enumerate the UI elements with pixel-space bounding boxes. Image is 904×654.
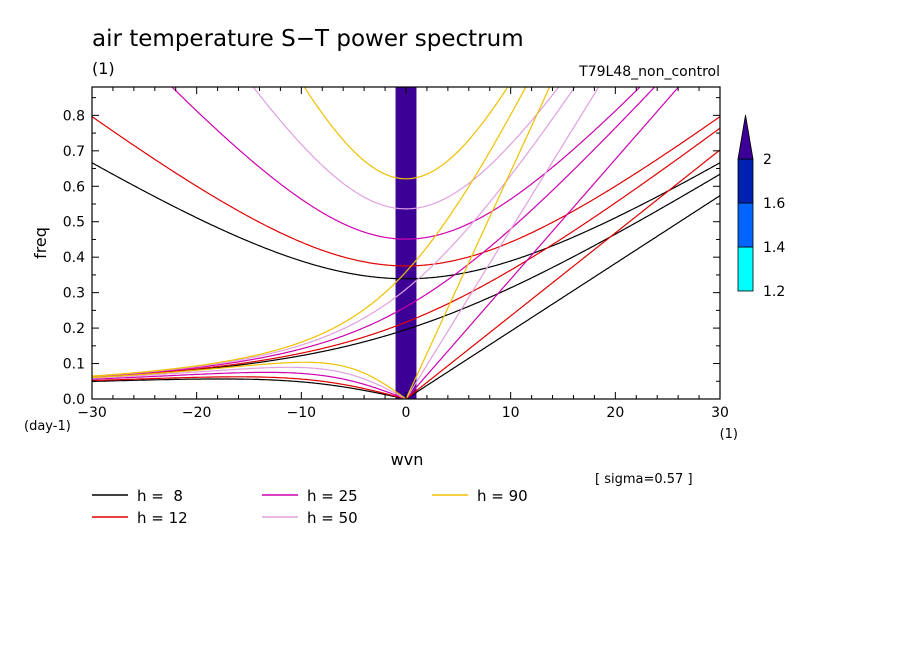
series-1-ig-curve — [92, 116, 720, 267]
chart-title: air temperature S−T power spectrum — [92, 26, 524, 52]
series-0-ig-curve — [92, 162, 720, 280]
units-label: (1) — [92, 59, 115, 78]
series-1-kelvin-curve — [405, 149, 720, 399]
series-3-er-curve — [92, 366, 408, 399]
colorbar: 1.2 1.4 1.6 2 — [737, 114, 785, 300]
plot-area: −30 −20 −10 0 10 20 30 0.0 0.1 0.2 0.3 0.4 0.5 0.6 0.7… — [63, 86, 729, 421]
x-tick-label: −20 — [182, 405, 212, 421]
series-1-mrg-curve — [92, 127, 720, 378]
series-4-kelvin-curve — [405, 87, 551, 399]
series-4-er-curve — [92, 361, 407, 399]
colorbar-segment — [737, 246, 754, 292]
y-axis-label: freq — [31, 227, 50, 259]
y-tick-label: 0.1 — [63, 357, 85, 373]
series-3-mrg-curve — [92, 87, 576, 377]
x-tick-label: 0 — [402, 405, 411, 421]
colorbar-level-label: 1.4 — [763, 240, 785, 256]
y-tick-label: 0.0 — [63, 392, 85, 408]
shaded-band — [395, 87, 417, 399]
x-tick-label: −30 — [77, 405, 107, 421]
series-3-kelvin-curve — [405, 87, 600, 399]
x-tick-label: −10 — [287, 405, 317, 421]
series-2-kelvin-curve — [405, 87, 680, 399]
colorbar-segment — [737, 158, 754, 204]
x-axis-label: wvn — [391, 450, 424, 469]
series-0-er-curve — [92, 378, 409, 399]
run-name-label: T79L48_non_control — [578, 64, 720, 80]
dispersion-curves — [92, 87, 720, 399]
y-tick-label: 0.8 — [63, 108, 85, 124]
x-tick-label: 30 — [711, 405, 729, 421]
series-2-er-curve — [92, 371, 408, 399]
colorbar-arrow — [737, 114, 754, 160]
legend-label: h = 50 — [307, 509, 358, 527]
legend-label: h = 25 — [307, 487, 358, 505]
y-tick-label: 0.2 — [63, 321, 85, 337]
y-tick-label: 0.5 — [63, 215, 85, 231]
series-1-er-curve — [92, 376, 409, 399]
legend-label: h = 8 — [137, 487, 183, 505]
colorbar-level-label: 1.2 — [763, 284, 785, 300]
sigma-note: [ sigma=0.57 ] — [595, 472, 693, 487]
legend-label: h = 90 — [477, 487, 528, 505]
y-tick-label: 0.6 — [63, 179, 85, 195]
colorbar-segment — [737, 202, 754, 248]
series-2-ig-curve — [171, 87, 641, 240]
colorbar-level-label: 2 — [763, 152, 772, 168]
series-3-ig-curve — [252, 87, 560, 210]
colorbar-level-label: 1.6 — [763, 196, 785, 212]
series-0-kelvin-curve — [405, 195, 720, 399]
legend-label: h = 12 — [137, 509, 188, 527]
y-unit-label: (day-1) — [24, 419, 71, 434]
x-tick-label: 20 — [606, 405, 624, 421]
x-tick-label: 10 — [502, 405, 520, 421]
series-2-mrg-curve — [92, 87, 656, 378]
legend: h = 8 h = 12 h = 25 h = 50 h = 90 — [92, 487, 528, 527]
x-unit-label: (1) — [720, 427, 738, 442]
series-4-mrg-curve — [92, 87, 527, 377]
series-4-ig-curve — [303, 87, 509, 180]
y-tick-label: 0.7 — [63, 144, 85, 160]
y-tick-label: 0.4 — [63, 250, 85, 266]
y-tick-label: 0.3 — [63, 286, 85, 302]
